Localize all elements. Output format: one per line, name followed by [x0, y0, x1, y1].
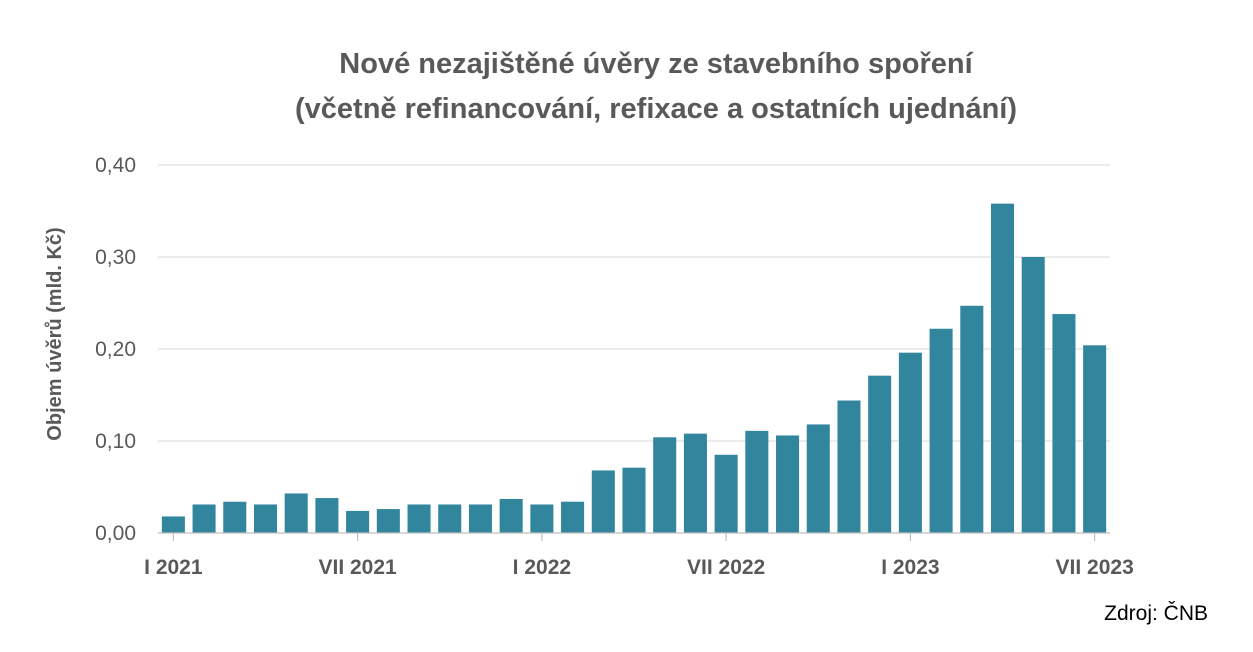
- bar: [806, 424, 830, 533]
- bar: [530, 504, 554, 533]
- x-tick-label: VII 2022: [687, 556, 765, 579]
- bar: [622, 467, 646, 533]
- bar: [376, 509, 400, 533]
- x-tick-label: VII 2023: [1056, 556, 1134, 579]
- bar: [776, 435, 800, 533]
- y-tick-label: 0,40: [95, 154, 136, 177]
- bar: [929, 328, 953, 533]
- x-tick-label: I 2021: [144, 556, 203, 579]
- x-tick-label: I 2022: [513, 556, 571, 579]
- bar: [653, 437, 677, 533]
- bar: [1052, 314, 1076, 533]
- y-tick-label: 0,20: [95, 338, 136, 361]
- bar: [714, 454, 738, 533]
- bar: [223, 501, 247, 533]
- bar: [192, 504, 216, 533]
- x-tick-label: VII 2021: [318, 556, 397, 579]
- bar: [991, 203, 1015, 533]
- bar: [315, 498, 339, 533]
- bar: [591, 470, 615, 533]
- source-note: Zdroj: ČNB: [1104, 602, 1208, 625]
- bar: [468, 504, 492, 533]
- bar: [284, 493, 308, 533]
- bar: [438, 504, 462, 533]
- y-axis-label: Objem úvěrů (mld. Kč): [44, 227, 66, 440]
- y-tick-labels: 0,00 0,10 0,20 0,30 0,40: [95, 154, 136, 545]
- bar: [960, 305, 984, 533]
- bar: [346, 510, 370, 533]
- bar: [1021, 257, 1045, 533]
- y-tick-label: 0,10: [95, 430, 136, 453]
- bar: [1083, 345, 1107, 533]
- bar: [745, 430, 769, 533]
- y-tick-label: 0,30: [95, 246, 136, 269]
- bar: [868, 375, 892, 533]
- bar: [253, 504, 277, 533]
- bars: [161, 203, 1107, 533]
- x-tick-label: I 2023: [881, 556, 939, 579]
- x-tick-labels: I 2021 VII 2021 I 2022 VII 2022 I 2023 VII 20…: [144, 533, 1134, 579]
- bar: [407, 504, 431, 533]
- bar: [837, 400, 861, 533]
- bar: [499, 498, 523, 533]
- y-tick-label: 0,00: [95, 522, 136, 545]
- chart-title-line-1: Nové nezajištěné úvěry ze stavebního spo…: [339, 48, 973, 80]
- bar: [683, 433, 707, 533]
- bar: [161, 516, 185, 533]
- bar: [898, 352, 922, 533]
- chart-title-line-2: (včetně refinancování, refixace a ostatn…: [295, 93, 1017, 125]
- bar: [561, 501, 585, 533]
